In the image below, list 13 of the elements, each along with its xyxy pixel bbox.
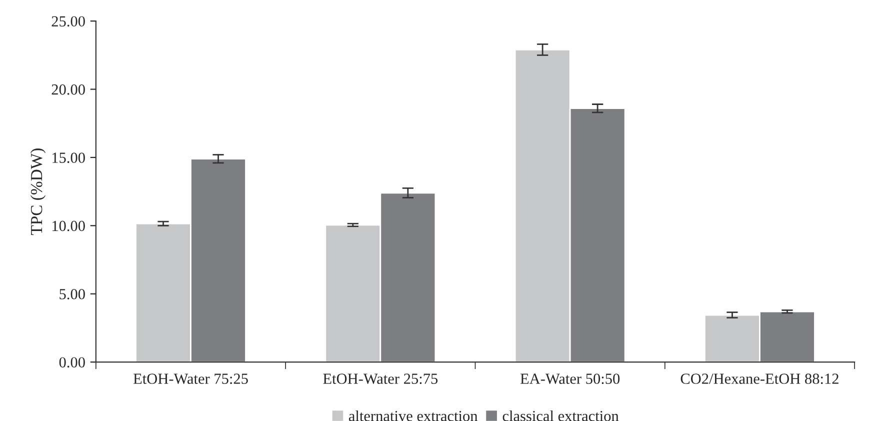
- x-tick-label: CO2/Hexane-EtOH 88:12: [680, 374, 838, 384]
- y-tick-label: 20.00: [52, 84, 85, 95]
- y-tick-label: 0.00: [59, 357, 85, 368]
- y-tick-label: 15.00: [52, 152, 85, 163]
- y-tick-label: 10.00: [52, 220, 85, 232]
- x-tick-label: EA-Water 50:50: [520, 374, 620, 384]
- y-tick-label: 5.00: [60, 289, 85, 300]
- x-tick-label: EtOH-Water 25:75: [323, 374, 438, 384]
- x-tick-label: EtOH-Water 75:25: [133, 374, 248, 384]
- legend-label: classical extraction: [502, 410, 619, 421]
- y-tick-label: 25.00: [52, 16, 85, 27]
- legend-label: alternative extraction: [348, 410, 478, 421]
- y-axis-title: TPC (%DW): [30, 148, 46, 235]
